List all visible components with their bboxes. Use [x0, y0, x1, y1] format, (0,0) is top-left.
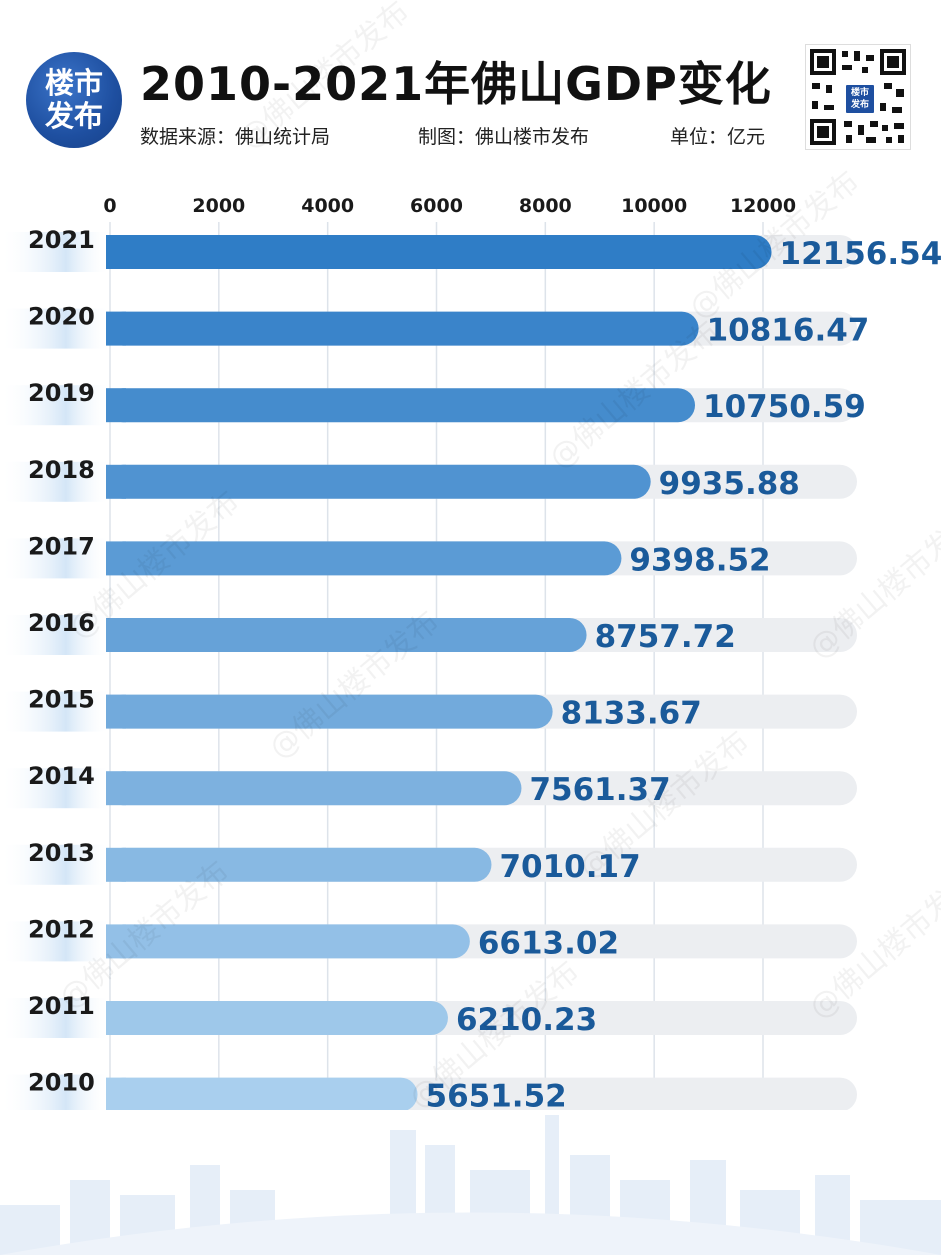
category-label-glow	[0, 844, 110, 885]
logo-text-line2: 发布	[44, 99, 103, 133]
bar-2018	[106, 464, 651, 499]
value-label: 9398.52	[629, 542, 770, 578]
category-label: 2015	[28, 686, 95, 714]
bar-2019	[106, 388, 696, 423]
qr-badge-line2: 发布	[850, 100, 869, 110]
category-label-glow	[0, 691, 110, 732]
category-label: 2016	[28, 609, 95, 637]
category-label-glow	[0, 232, 110, 272]
watermark-text: @佛山楼市发布	[803, 504, 941, 666]
qr-badge-line1: 楼市	[850, 88, 869, 98]
category-label: 2019	[28, 379, 95, 407]
bar-2010	[106, 1077, 418, 1110]
value-label: 6613.02	[478, 925, 619, 961]
value-label: 10816.47	[707, 313, 870, 349]
bar-2013	[106, 847, 492, 882]
x-tick-label: 0	[103, 195, 116, 217]
gdp-bar-chart: 0 2000 4000 6000 8000 10000 12000 2021 12156.54…	[0, 0, 941, 1110]
x-tick-label: 2000	[192, 195, 245, 217]
category-label-glow	[0, 1074, 110, 1110]
x-tick-label: 12000	[730, 195, 796, 217]
value-label: 12156.54	[780, 236, 941, 272]
x-tick-label: 8000	[519, 195, 572, 217]
category-label-glow	[0, 921, 110, 962]
category-label: 2018	[28, 456, 95, 484]
logo-badge: 楼市 发布	[26, 52, 122, 148]
bar-start-cap	[106, 1001, 126, 1035]
watermark-text: @佛山楼市发布	[233, 0, 416, 156]
value-label: 9935.88	[659, 466, 800, 502]
bar-start-cap	[106, 388, 126, 423]
category-label: 2010	[28, 1069, 95, 1097]
bar-start-cap	[106, 235, 126, 269]
value-label: 5651.52	[426, 1079, 567, 1110]
category-label: 2017	[28, 532, 95, 560]
unit-label: 单位：亿元	[670, 126, 766, 148]
category-label-glow	[0, 308, 110, 349]
bar-start-cap	[106, 618, 126, 652]
bar-2017	[106, 541, 622, 576]
value-label: 7010.17	[499, 849, 640, 885]
logo-text-line1: 楼市	[44, 66, 103, 100]
value-label: 8757.72	[595, 619, 736, 655]
x-tick-label: 4000	[301, 195, 354, 217]
x-tick-label: 6000	[410, 195, 463, 217]
qr-code-pattern	[810, 49, 906, 145]
category-label-glow	[0, 461, 110, 502]
category-label-glow	[0, 615, 110, 655]
category-label: 2013	[28, 839, 95, 867]
value-label: 10750.59	[703, 389, 866, 425]
bar-start-cap	[106, 1077, 126, 1110]
value-label: 7561.37	[529, 772, 670, 808]
chart-maker: 制图：佛山楼市发布	[418, 126, 590, 148]
qr-center-badge: 楼市 发布	[844, 83, 876, 115]
category-label: 2020	[28, 303, 95, 331]
bar-start-cap	[106, 464, 126, 499]
category-label-glow	[0, 998, 110, 1038]
qr-code: 楼市 发布	[805, 44, 911, 150]
bar-2011	[106, 1001, 448, 1035]
category-label-glow	[0, 385, 110, 426]
bar-2012	[106, 924, 470, 959]
bar-2014	[106, 771, 522, 806]
category-label: 2021	[28, 226, 95, 254]
category-label: 2011	[28, 992, 95, 1020]
bar-2016	[106, 618, 587, 652]
value-label: 8133.67	[561, 696, 702, 732]
data-source: 数据来源：佛山统计局	[140, 126, 331, 148]
page-title: 2010-2021年佛山GDP变化	[140, 57, 772, 111]
city-skyline-decoration	[0, 1115, 941, 1255]
bar-start-cap	[106, 694, 126, 729]
x-tick-label: 10000	[621, 195, 687, 217]
category-label: 2014	[28, 762, 95, 790]
bar-start-cap	[106, 541, 126, 576]
bar-start-cap	[106, 771, 126, 806]
bar-start-cap	[106, 847, 126, 882]
bar-2021	[106, 235, 772, 269]
value-label: 6210.23	[456, 1002, 597, 1038]
category-label-glow	[0, 538, 110, 579]
bar-start-cap	[106, 924, 126, 959]
category-label-glow	[0, 768, 110, 809]
category-label: 2012	[28, 915, 95, 943]
bar-2015	[106, 694, 553, 729]
bar-start-cap	[106, 311, 126, 346]
bar-2020	[106, 311, 699, 346]
